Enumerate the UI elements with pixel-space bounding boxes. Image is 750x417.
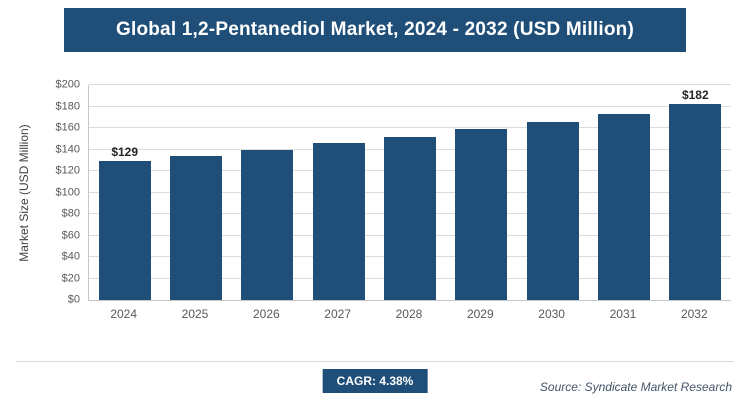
bar-2031 <box>597 114 650 300</box>
bar-value-label: $129 <box>111 145 139 160</box>
y-axis-title: Market Size (USD Million) <box>17 124 31 262</box>
bar-slot: $182 <box>660 85 731 300</box>
bar-slot <box>160 85 231 300</box>
x-tick-label: 2024 <box>110 307 138 321</box>
y-tick-label: $40 <box>61 250 80 263</box>
bar-2025 <box>169 155 222 300</box>
bar-2028 <box>383 136 436 300</box>
bar-value-label: $182 <box>681 88 709 103</box>
footer-divider <box>16 361 734 362</box>
bar-slot: $129 <box>89 85 160 300</box>
cagr-badge: CAGR: 4.38% <box>322 369 428 393</box>
x-tick-label: 2027 <box>324 307 351 321</box>
gridline <box>89 105 731 107</box>
gridline <box>89 127 731 128</box>
x-axis-labels: 2024 2025 2026 2027 2028 2029 2030 2031 2032 <box>88 307 730 321</box>
y-axis-ticks: $0 $20 $40 $60 $80 $100 $120 $140 $160 $180 $200 <box>40 79 80 305</box>
source-attribution: Source: Syndicate Market Research <box>539 380 732 394</box>
x-tick-label: 2031 <box>609 307 637 321</box>
x-tick-label: 2025 <box>181 307 209 321</box>
y-tick-label: $120 <box>55 164 80 177</box>
chart-title: Global 1,2-Pentanediol Market, 2024 - 20… <box>115 19 634 40</box>
bar-slot <box>517 85 588 300</box>
y-tick-label: $160 <box>55 121 80 134</box>
bar-2032 <box>669 104 722 300</box>
bar-slot <box>446 85 517 300</box>
y-tick-label: $20 <box>61 272 80 284</box>
bar-slot <box>374 85 445 300</box>
y-tick-label: $100 <box>55 186 80 198</box>
bars: $129 $182 <box>89 85 731 300</box>
x-tick-label: 2029 <box>466 307 494 321</box>
y-tick-label: $0 <box>67 293 80 306</box>
y-tick-label: $200 <box>55 78 80 91</box>
bar-2030 <box>526 121 579 300</box>
title-banner: Global 1,2-Pentanediol Market, 2024 - 20… <box>64 8 686 52</box>
y-tick-label: $180 <box>55 100 80 112</box>
gridline <box>89 84 731 85</box>
bar-2027 <box>312 143 365 300</box>
bar-slot <box>588 85 659 300</box>
x-tick-label: 2028 <box>395 307 423 321</box>
x-tick-label: 2030 <box>538 307 565 321</box>
x-tick-label: 2032 <box>680 307 708 321</box>
plot-area: $129 $182 <box>88 84 731 301</box>
y-tick-label: $140 <box>55 143 80 155</box>
bar-slot <box>232 85 303 300</box>
bar-slot <box>303 85 374 300</box>
bar-2024 <box>98 161 151 300</box>
bar-2026 <box>241 149 294 300</box>
y-tick-label: $80 <box>61 207 80 220</box>
bar-2029 <box>455 129 508 300</box>
y-tick-label: $60 <box>61 229 80 241</box>
x-tick-label: 2026 <box>252 307 280 321</box>
